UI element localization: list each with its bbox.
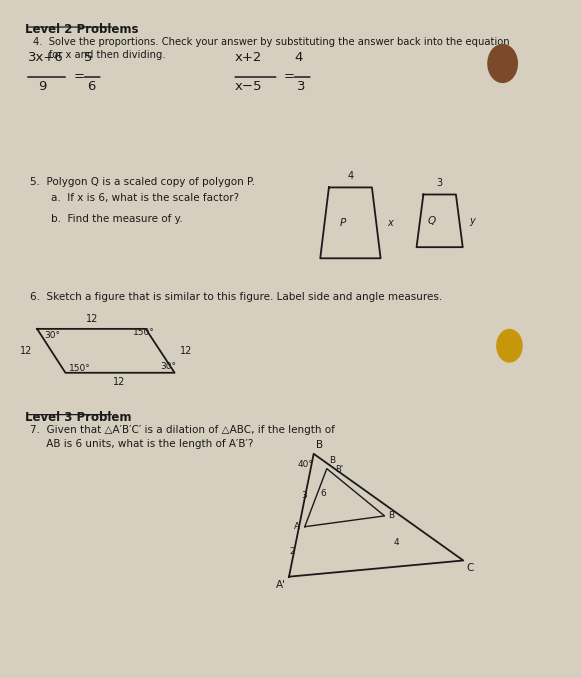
Text: Q: Q <box>428 216 436 226</box>
Text: 12: 12 <box>113 378 125 388</box>
Text: 40°: 40° <box>298 460 314 469</box>
Text: 150°: 150° <box>69 364 90 373</box>
Text: AB is 6 units, what is the length of A′B′?: AB is 6 units, what is the length of A′B… <box>30 439 254 449</box>
Text: A': A' <box>276 580 286 590</box>
Text: 30°: 30° <box>160 362 176 371</box>
Text: 150°: 150° <box>132 328 155 337</box>
Text: a.  If x is 6, what is the scale factor?: a. If x is 6, what is the scale factor? <box>51 193 239 203</box>
Text: 6.  Sketch a figure that is similar to this figure. Label side and angle measure: 6. Sketch a figure that is similar to th… <box>30 292 443 302</box>
Text: 12: 12 <box>180 346 192 356</box>
Text: x−5: x−5 <box>235 80 263 93</box>
Text: 3: 3 <box>436 178 443 188</box>
Text: 6: 6 <box>321 489 327 498</box>
Text: 6: 6 <box>87 80 95 93</box>
Text: B': B' <box>335 465 343 474</box>
Text: B': B' <box>388 511 396 521</box>
Text: 7.  Given that △A′B′C′ is a dilation of △ABC, if the length of: 7. Given that △A′B′C′ is a dilation of △… <box>30 425 335 435</box>
Text: C: C <box>467 563 474 573</box>
Text: 5: 5 <box>84 51 93 64</box>
Text: for x and then dividing.: for x and then dividing. <box>33 50 166 60</box>
Text: B: B <box>316 440 324 450</box>
Text: 12: 12 <box>19 346 32 356</box>
Text: 4: 4 <box>394 538 400 547</box>
Text: y: y <box>469 216 475 226</box>
Text: P: P <box>339 218 346 228</box>
Text: =: = <box>284 71 295 83</box>
Text: 4: 4 <box>347 171 353 180</box>
Text: A: A <box>294 522 300 531</box>
Text: 3: 3 <box>297 80 306 93</box>
Text: =: = <box>73 71 84 83</box>
Text: x: x <box>387 218 393 228</box>
Text: 4.  Solve the proportions. Check your answer by substituting the answer back int: 4. Solve the proportions. Check your ans… <box>33 37 510 47</box>
Text: 30°: 30° <box>44 331 60 340</box>
Text: x+2: x+2 <box>235 51 263 64</box>
Text: b.  Find the measure of y.: b. Find the measure of y. <box>51 214 183 224</box>
Text: Level 2 Problems: Level 2 Problems <box>25 23 138 36</box>
Text: 3: 3 <box>302 491 307 500</box>
Text: 2: 2 <box>289 546 295 556</box>
Text: B: B <box>329 456 335 465</box>
Text: 3x+6: 3x+6 <box>28 51 63 64</box>
Text: Level 3 Problem: Level 3 Problem <box>25 412 131 424</box>
Circle shape <box>497 330 522 362</box>
Text: 5.  Polygon Q is a scaled copy of polygon P.: 5. Polygon Q is a scaled copy of polygon… <box>30 177 255 187</box>
Text: 9: 9 <box>38 80 46 93</box>
Circle shape <box>488 45 517 83</box>
Text: 4: 4 <box>294 51 303 64</box>
Text: 12: 12 <box>85 314 98 324</box>
